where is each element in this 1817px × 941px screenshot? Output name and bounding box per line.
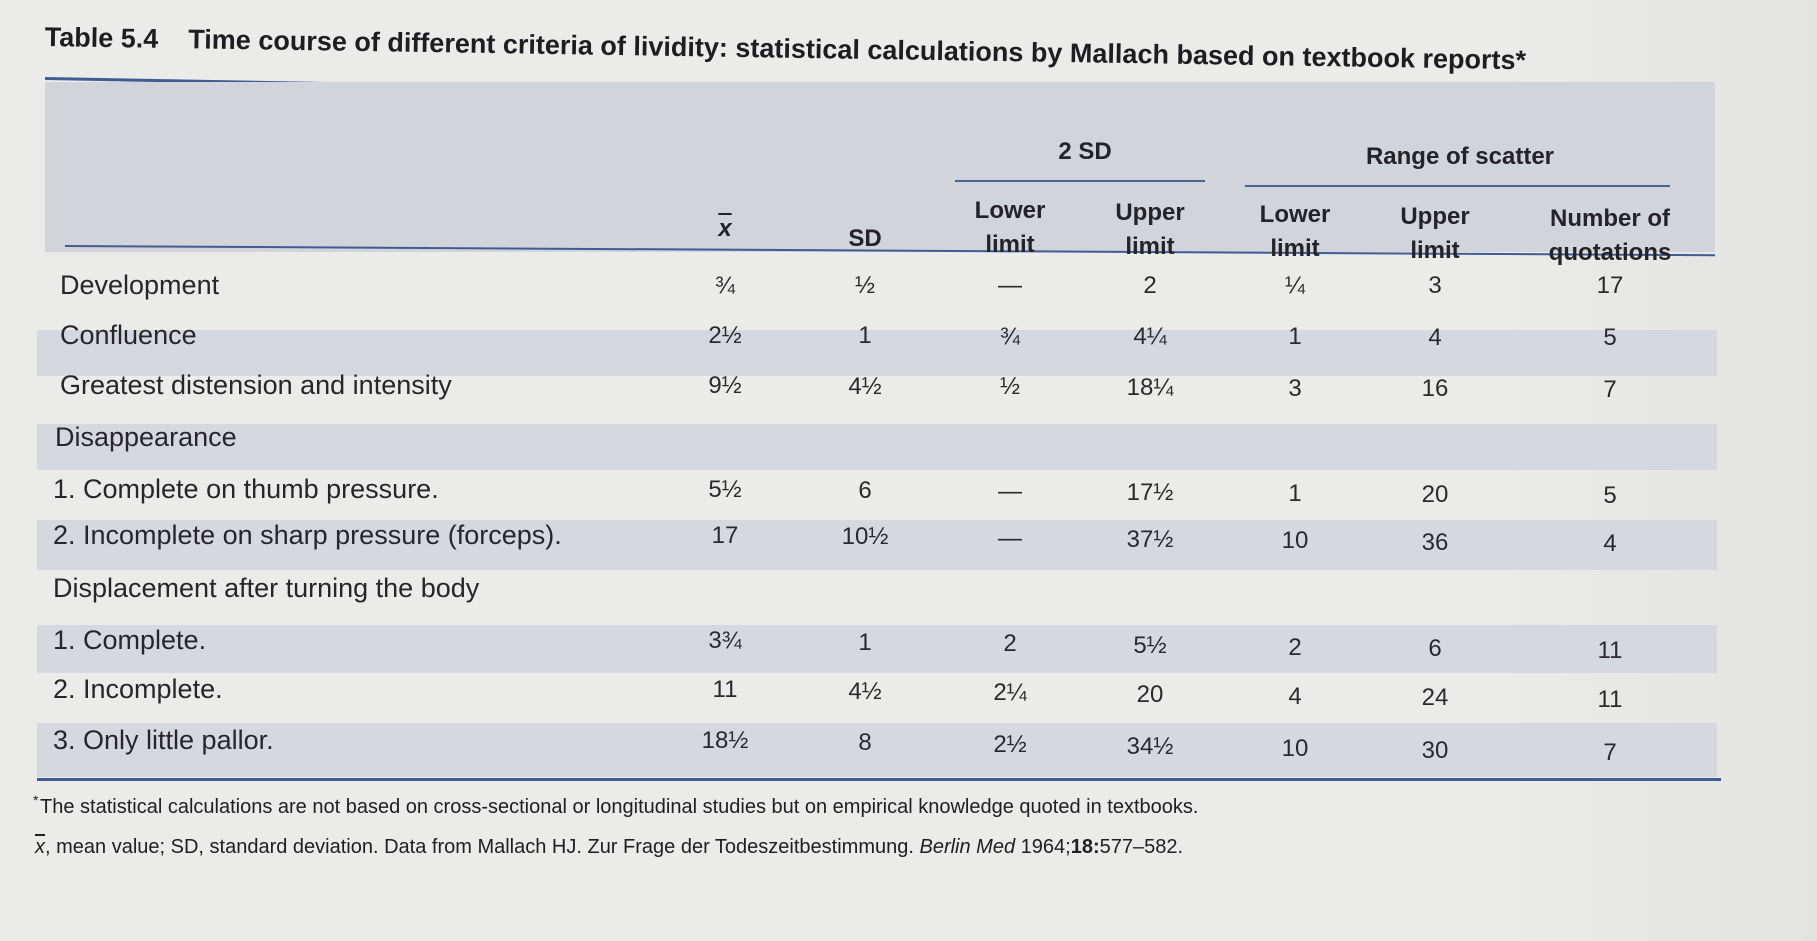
cell-upper-range: 20 <box>1421 481 1449 508</box>
header-lower-limit-range: Lower limit <box>1259 201 1331 262</box>
cell-upper-range: 3 <box>1428 272 1442 299</box>
cell-lower-2sd: 2½ <box>993 731 1027 758</box>
header-upper-limit-range: Upper limit <box>1400 203 1470 264</box>
cell-upper-2sd: 5½ <box>1133 632 1167 659</box>
cell-lower-range: 3 <box>1288 375 1302 402</box>
cell-mean: 17 <box>711 522 739 549</box>
row-band-incomplete-forceps <box>37 520 1717 570</box>
cell-upper-2sd: 2 <box>1143 272 1157 299</box>
row-label: 3. Only little pallor. <box>53 725 274 755</box>
cell-upper-range: 30 <box>1421 737 1449 764</box>
cell-upper-range: 16 <box>1421 375 1449 402</box>
cell-upper-2sd: 17½ <box>1126 479 1174 506</box>
cell-mean: 3¾ <box>708 627 742 654</box>
cell-sd: 10½ <box>841 523 889 550</box>
row-label: Displacement after turning the body <box>53 573 480 603</box>
cell-mean: 2½ <box>708 322 742 349</box>
header-mean: x <box>718 215 732 242</box>
cell-upper-2sd: 37½ <box>1126 526 1174 553</box>
cell-sd: ½ <box>854 272 875 299</box>
cell-mean: 9½ <box>708 372 742 399</box>
cell-quotations: 5 <box>1603 482 1617 509</box>
cell-sd: 1 <box>858 322 872 349</box>
cell-upper-range: 24 <box>1421 684 1449 711</box>
footnote-line-1: The statistical calculations are not bas… <box>40 796 1199 818</box>
row-label: 1. Complete. <box>53 625 207 655</box>
header-upper-limit-2sd: Upper limit <box>1115 199 1185 260</box>
table-title: Time course of different criteria of liv… <box>188 24 1527 76</box>
header-number-of-quotations: Number of quotations <box>1548 205 1672 266</box>
cell-sd: 4½ <box>848 373 882 400</box>
cell-lower-range: 1 <box>1288 323 1302 350</box>
cell-upper-2sd: 4¼ <box>1133 323 1167 350</box>
row-band-only-little-pallor <box>37 723 1717 777</box>
bottom-rule <box>37 778 1721 781</box>
row-band-disappearance <box>37 424 1717 470</box>
table-number: Table 5.4 <box>44 22 159 54</box>
rule-range <box>1245 185 1670 187</box>
header-band <box>45 82 1715 252</box>
cell-upper-range: 36 <box>1421 529 1449 556</box>
cell-sd: 6 <box>858 477 872 504</box>
cell-lower-range: 2 <box>1288 634 1302 661</box>
cell-lower-2sd: 2¼ <box>993 679 1027 706</box>
cell-upper-2sd: 18¼ <box>1126 374 1174 401</box>
cell-quotations: 17 <box>1596 272 1624 299</box>
row-label: Development <box>60 270 220 300</box>
cell-lower-2sd: ¾ <box>999 323 1020 350</box>
row-label: Confluence <box>60 320 197 350</box>
cell-upper-range: 6 <box>1428 635 1442 662</box>
cell-lower-2sd: — <box>998 525 1022 552</box>
cell-mean: 5½ <box>708 476 742 503</box>
cell-lower-2sd: — <box>998 272 1022 299</box>
cell-sd: 8 <box>858 729 872 756</box>
cell-upper-2sd: 34½ <box>1126 733 1174 760</box>
row-label: 2. Incomplete. <box>53 674 223 704</box>
row-label: Greatest distension and intensity <box>60 370 452 400</box>
rule-2sd <box>955 180 1205 182</box>
cell-quotations: 5 <box>1603 324 1617 351</box>
cell-quotations: 11 <box>1597 686 1623 713</box>
header-2sd: 2 SD <box>1058 138 1112 165</box>
cell-lower-2sd: ½ <box>999 373 1020 400</box>
cell-mean: 18½ <box>701 727 749 754</box>
cell-lower-2sd: 2 <box>1003 630 1017 657</box>
row-band-confluence <box>37 330 1717 376</box>
cell-sd: 4½ <box>848 678 882 705</box>
footnote-asterisk: * <box>33 792 39 808</box>
cell-lower-range: ¼ <box>1284 272 1305 299</box>
row-label: 2. Incomplete on sharp pressure (forceps… <box>53 520 562 550</box>
cell-quotations: 11 <box>1597 637 1623 664</box>
cell-sd: 1 <box>858 629 872 656</box>
cell-lower-range: 10 <box>1281 527 1309 554</box>
cell-lower-2sd: — <box>998 478 1022 505</box>
cell-lower-range: 1 <box>1288 480 1302 507</box>
cell-lower-range: 10 <box>1281 735 1309 762</box>
header-sd: SD <box>848 225 882 252</box>
cell-mean: 11 <box>712 676 738 703</box>
footnote-line-2: x, mean value; SD, standard deviation. D… <box>35 836 1184 858</box>
cell-mean: ¾ <box>714 272 735 299</box>
table-caption: Table 5.4 Time course of different criter… <box>45 22 1745 80</box>
cell-upper-2sd: 20 <box>1136 681 1164 708</box>
row-label: 1. Complete on thumb pressure. <box>53 474 439 504</box>
row-label: Disappearance <box>55 422 237 452</box>
cell-quotations: 7 <box>1603 376 1617 403</box>
cell-lower-range: 4 <box>1288 683 1302 710</box>
header-range-of-scatter: Range of scatter <box>1365 143 1555 170</box>
cell-quotations: 7 <box>1603 739 1617 766</box>
cell-quotations: 4 <box>1603 530 1617 557</box>
row-band-complete <box>37 625 1717 673</box>
header-lower-limit-2sd: Lower limit <box>974 197 1046 258</box>
cell-upper-range: 4 <box>1428 324 1442 351</box>
